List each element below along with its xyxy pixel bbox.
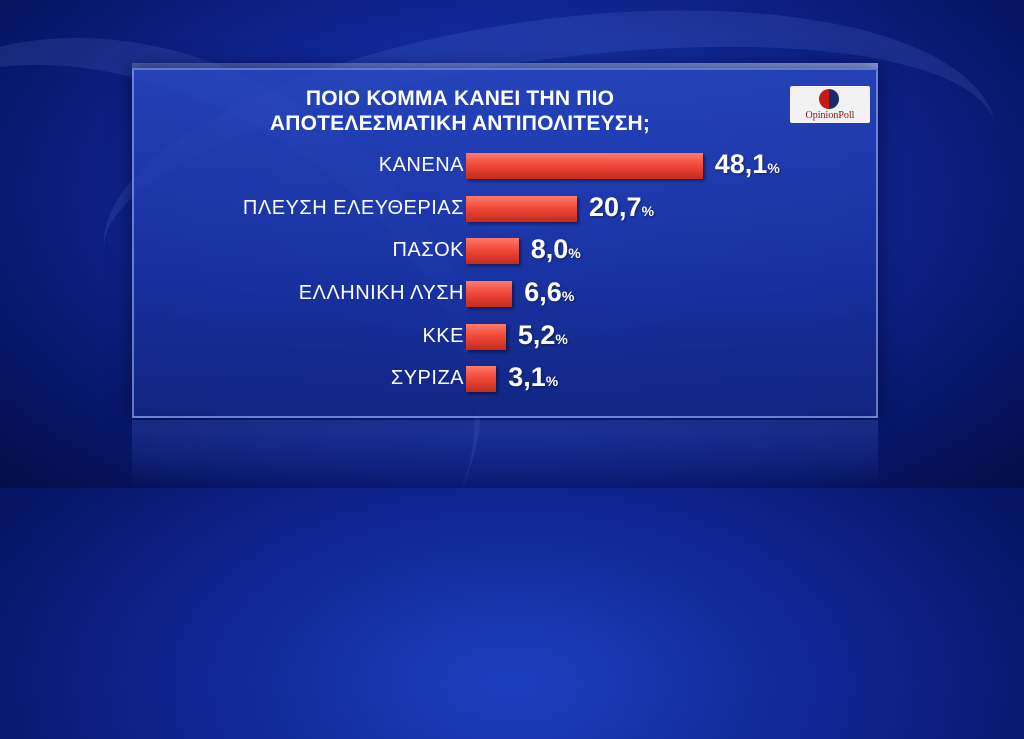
logo-text: OpinionPoll [805,110,855,121]
value-number: 5,2 [517,320,556,350]
bar [466,324,506,350]
value-label: 5,2% [518,320,568,351]
category-label: ΕΛΛΗΝΙΚΗ ΛΥΣΗ [298,282,464,304]
opinionpoll-logo: OpinionPoll [790,86,870,123]
value-number: 3,1 [508,362,546,392]
category-label: ΚΚΕ [422,325,464,347]
value-number: 8,0 [530,234,569,264]
value-unit: % [555,331,568,347]
value-unit: % [568,245,581,261]
category-label: ΚΑΝΕΝΑ [378,154,464,176]
value-label: 3,1% [508,362,558,393]
bar [466,366,497,392]
value-unit: % [767,160,780,176]
category-label: ΣΥΡΙΖΑ [390,367,464,389]
category-label: ΠΑΣΟΚ [392,239,464,261]
chart-title: ΠΟΙΟ ΚΟΜΜΑ ΚΑΝΕΙ ΤΗΝ ΠΙΟ ΑΠΟΤΕΛΕΣΜΑΤΙΚΗ … [200,86,720,136]
value-number: 48,1 [714,149,768,179]
category-label: ΠΛΕΥΣΗ ΕΛΕΥΘΕΡΙΑΣ [242,197,464,219]
bar [466,281,513,307]
bar [466,153,703,179]
bar [466,196,577,222]
value-number: 20,7 [589,192,642,222]
bar [466,238,519,264]
value-unit: % [641,203,655,219]
value-label: 6,6% [524,277,574,308]
floor-reflection [132,420,878,488]
value-number: 6,6 [524,277,562,307]
value-label: 20,7% [589,192,654,223]
value-unit: % [561,288,575,304]
logo-icon [819,89,839,109]
panel-top-edge [132,63,878,69]
value-unit: % [545,373,559,389]
title-line-1: ΠΟΙΟ ΚΟΜΜΑ ΚΑΝΕΙ ΤΗΝ ΠΙΟ [305,87,615,110]
title-line-2: ΑΠΟΤΕΛΕΣΜΑΤΙΚΗ ΑΝΤΙΠΟΛΙΤΕΥΣΗ; [269,112,651,135]
value-label: 48,1% [715,149,780,180]
value-label: 8,0% [531,234,581,265]
